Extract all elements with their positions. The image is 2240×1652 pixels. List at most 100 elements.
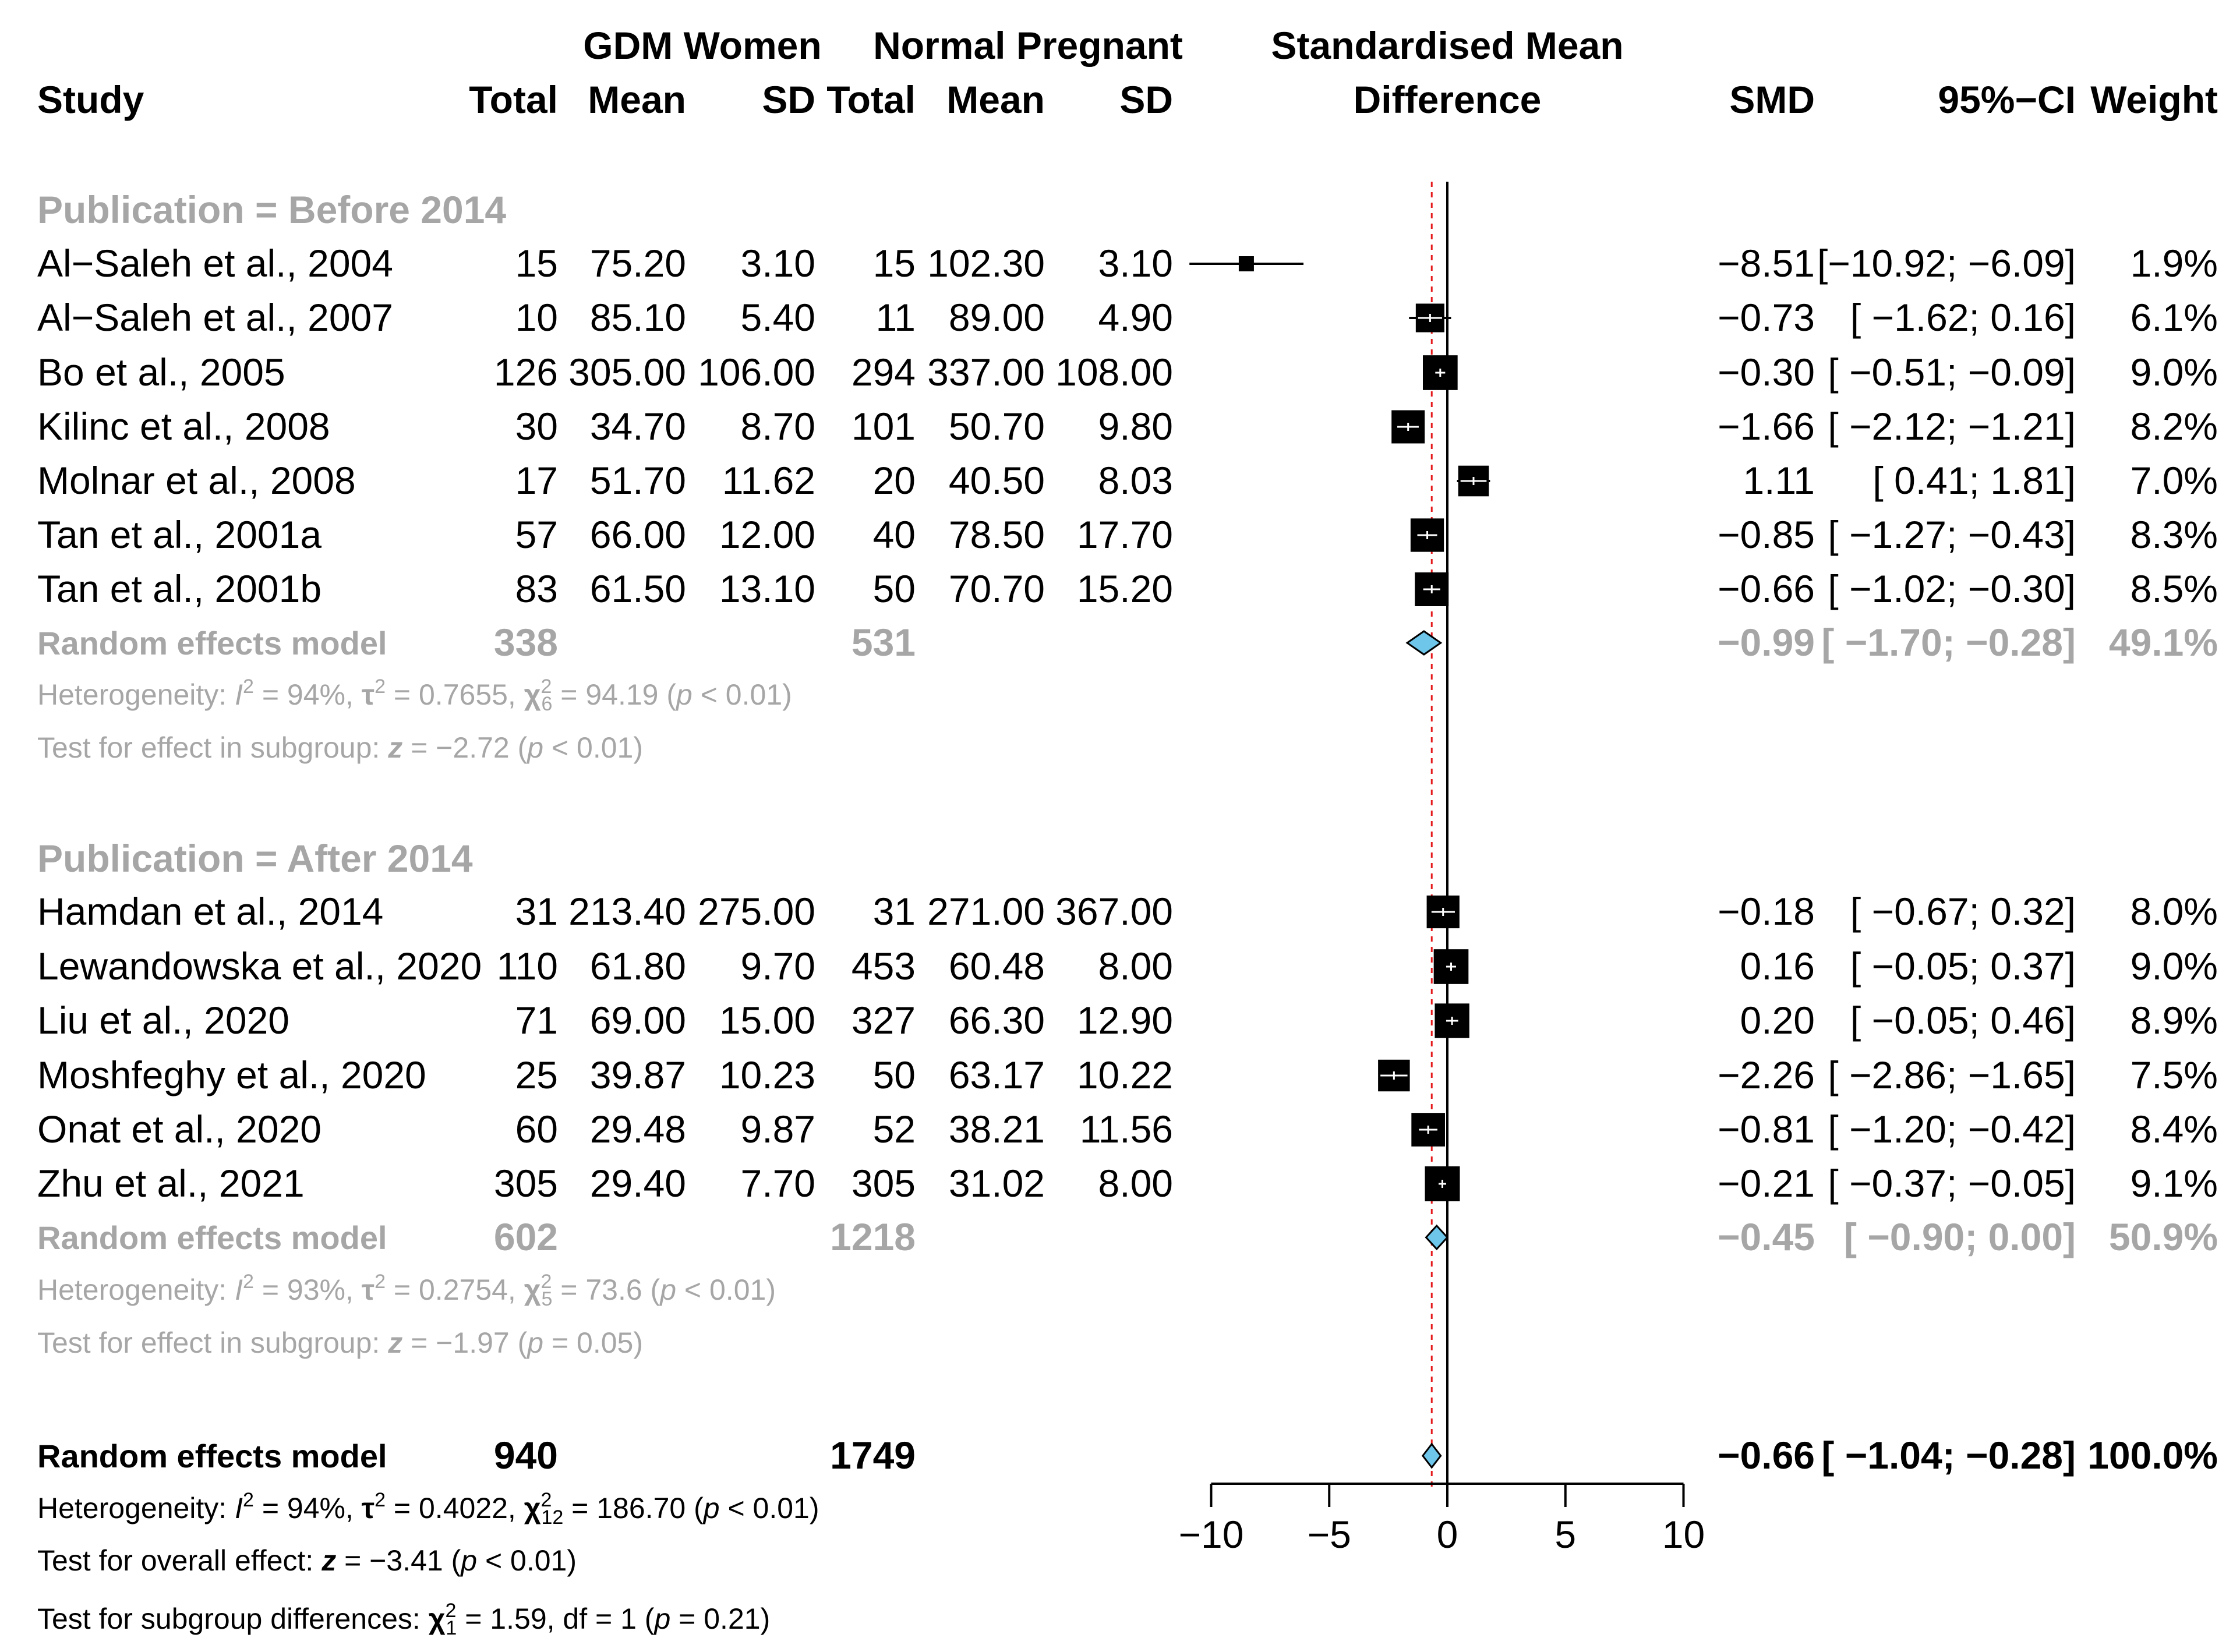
x-tick-label: −5 <box>1308 1513 1351 1556</box>
normal-total: 50 <box>873 1053 916 1096</box>
model-gdm-total: 338 <box>494 621 558 664</box>
gdm-sd: 13.10 <box>719 567 815 610</box>
header-smd: SMD <box>1729 78 1815 121</box>
model-smd-value: −0.99 <box>1718 621 1815 664</box>
chi-value: = 94.19 ( <box>552 678 676 711</box>
p-value: < 0.01) <box>693 678 792 711</box>
model-weight-value: 50.9% <box>2109 1215 2218 1258</box>
normal-total: 15 <box>873 242 916 285</box>
normal-sd: 108.00 <box>1055 351 1173 394</box>
pooled-diamond <box>1421 1442 1442 1469</box>
study-name: Lewandowska et al., 2020 <box>37 944 482 988</box>
header-normal-total: Total <box>826 78 916 121</box>
normal-mean: 271.00 <box>927 890 1045 933</box>
normal-total: 101 <box>852 405 916 448</box>
normal-mean: 38.21 <box>949 1108 1045 1151</box>
normal-mean: 31.02 <box>949 1162 1045 1205</box>
normal-sd: 9.80 <box>1098 405 1173 448</box>
gdm-mean: 213.40 <box>568 890 686 933</box>
i2-value: = 93%, <box>254 1274 362 1306</box>
header-gdm-women: GDM Women <box>583 24 821 67</box>
weight-value: 7.5% <box>2131 1053 2218 1096</box>
p-symbol: p <box>460 1544 477 1577</box>
x-tick-label: 5 <box>1554 1513 1576 1556</box>
weight-value: 9.0% <box>2131 944 2218 988</box>
gdm-sd: 10.23 <box>719 1053 815 1096</box>
p-symbol: p <box>659 1274 676 1306</box>
normal-total: 294 <box>852 351 916 394</box>
smd-value: −0.81 <box>1718 1108 1815 1151</box>
chi-superscript: 2 <box>445 1600 456 1622</box>
chi-subscript: 12 <box>541 1506 563 1529</box>
normal-mean: 60.48 <box>949 944 1045 988</box>
test-prefix: Test for effect in subgroup: <box>37 1326 388 1359</box>
normal-sd: 8.03 <box>1098 459 1173 502</box>
model-normal-total: 1749 <box>830 1434 916 1477</box>
x-tick-label: −10 <box>1179 1513 1244 1556</box>
model-normal-total: 1218 <box>830 1215 916 1258</box>
model-ci-value: [ −0.90; 0.00] <box>1844 1215 2076 1258</box>
tau-superscript: 2 <box>374 675 386 698</box>
weight-value: 8.3% <box>2131 513 2218 556</box>
het-prefix: Heterogeneity: <box>37 678 235 711</box>
tau-symbol: τ <box>362 1274 374 1306</box>
header-effect-line2: Difference <box>1354 78 1542 121</box>
normal-sd: 12.90 <box>1077 999 1173 1042</box>
ci-value: [ −1.02; −0.30] <box>1828 567 2076 610</box>
normal-sd: 8.00 <box>1098 944 1173 988</box>
normal-mean: 70.70 <box>949 567 1045 610</box>
p-symbol: p <box>653 1603 670 1635</box>
weight-value: 8.9% <box>2131 999 2218 1042</box>
ci-value: [ −1.20; −0.42] <box>1828 1108 2076 1151</box>
normal-sd: 367.00 <box>1055 890 1173 933</box>
ci-value: [−10.92; −6.09] <box>1817 242 2076 285</box>
gdm-mean: 305.00 <box>568 351 686 394</box>
z-symbol: z <box>387 1326 402 1359</box>
chi-value: = 1.59, df = 1 ( <box>457 1603 654 1635</box>
p-value: < 0.01) <box>543 731 643 764</box>
smd-value: −8.51 <box>1718 242 1815 285</box>
chi-subscript: 6 <box>541 693 552 715</box>
p-symbol: p <box>675 678 693 711</box>
gdm-mean: 51.70 <box>590 459 686 502</box>
p-value: < 0.01) <box>720 1492 819 1524</box>
het-prefix: Heterogeneity: <box>37 1492 235 1524</box>
gdm-sd: 5.40 <box>741 296 815 339</box>
weight-value: 1.9% <box>2131 242 2218 285</box>
normal-sd: 11.56 <box>1080 1108 1173 1151</box>
normal-total: 453 <box>852 944 916 988</box>
subgroup-differences-text: Test for subgroup differences: χ2 1 = 1.5… <box>37 1600 770 1639</box>
header-gdm-total: Total <box>469 78 558 121</box>
reference-lines <box>1430 182 1448 1487</box>
smd-value: −2.26 <box>1718 1053 1815 1096</box>
normal-total: 50 <box>873 567 916 610</box>
z-value: = −3.41 ( <box>336 1544 461 1577</box>
heterogeneity-text: Heterogeneity: I2 = 93%, τ2 = 0.2754, χ2… <box>37 1271 776 1310</box>
study-name: Zhu et al., 2021 <box>37 1162 305 1205</box>
gdm-mean: 61.50 <box>590 567 686 610</box>
ci-value: [ −1.62; 0.16] <box>1850 296 2076 339</box>
i2-superscript: 2 <box>243 675 254 698</box>
ci-value: [ −0.51; −0.09] <box>1828 351 2076 394</box>
header-gdm-mean: Mean <box>588 78 686 121</box>
header-ci: 95%−CI <box>1938 78 2076 121</box>
gdm-mean: 69.00 <box>590 999 686 1042</box>
chi-superscript: 2 <box>541 1271 552 1293</box>
pooled-diamond <box>1425 1224 1449 1251</box>
study-name: Liu et al., 2020 <box>37 999 289 1042</box>
normal-sd: 10.22 <box>1077 1053 1173 1096</box>
i2-symbol: I <box>235 678 243 711</box>
header-effect-line1: Standardised Mean <box>1271 24 1623 67</box>
ci-value: [ 0.41; 1.81] <box>1872 459 2076 502</box>
z-symbol: z <box>387 731 402 764</box>
chi-symbol: χ <box>524 1274 541 1306</box>
test-prefix: Test for effect in subgroup: <box>37 731 388 764</box>
i2-value: = 94%, <box>254 1492 362 1524</box>
normal-mean: 78.50 <box>949 513 1045 556</box>
study-name: Hamdan et al., 2014 <box>37 890 383 933</box>
smd-value: −0.73 <box>1718 296 1815 339</box>
smd-value: 1.11 <box>1743 459 1815 502</box>
normal-mean: 63.17 <box>949 1053 1045 1096</box>
tau-symbol: τ <box>362 678 374 711</box>
